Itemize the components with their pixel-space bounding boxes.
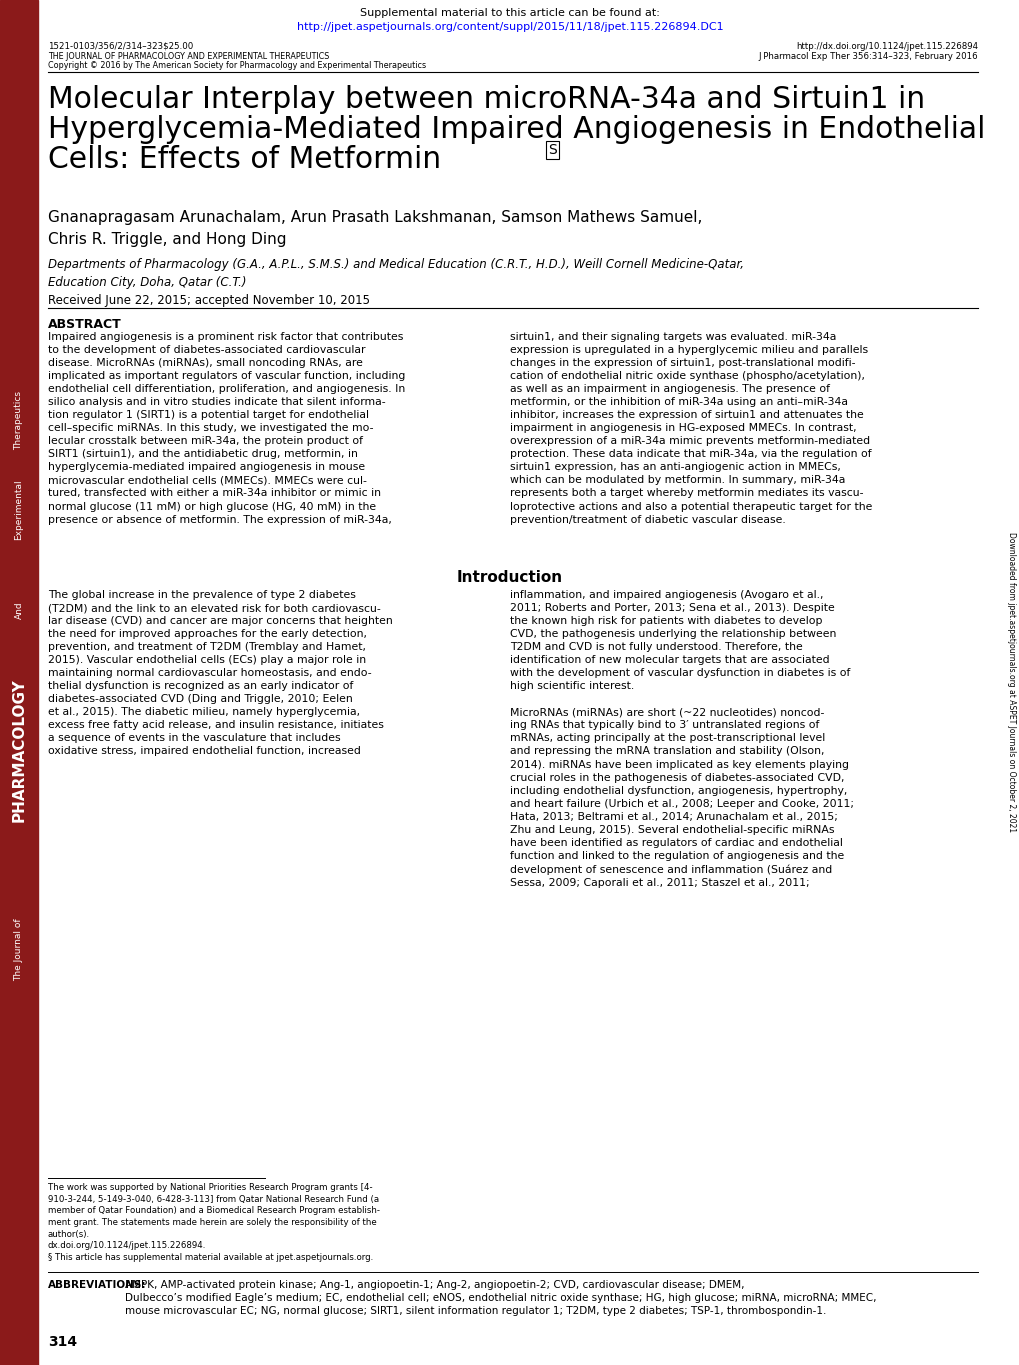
Text: Downloaded from jpet.aspetjournals.org at ASPET Journals on October 2, 2021: Downloaded from jpet.aspetjournals.org a… (1007, 532, 1016, 833)
Text: Copyright © 2016 by The American Society for Pharmacology and Experimental Thera: Copyright © 2016 by The American Society… (48, 61, 426, 70)
Text: The Journal of: The Journal of (14, 919, 23, 981)
Text: Cells: Effects of Metformin: Cells: Effects of Metformin (48, 145, 440, 173)
Text: Molecular Interplay between microRNA-34a and Sirtuin1 in: Molecular Interplay between microRNA-34a… (48, 85, 924, 115)
Text: And: And (14, 601, 23, 618)
Text: Supplemental material to this article can be found at:: Supplemental material to this article ca… (360, 8, 659, 18)
Text: 314: 314 (48, 1335, 77, 1349)
Text: inflammation, and impaired angiogenesis (Avogaro et al.,
2011; Roberts and Porte: inflammation, and impaired angiogenesis … (510, 590, 853, 887)
Text: Received June 22, 2015; accepted November 10, 2015: Received June 22, 2015; accepted Novembe… (48, 293, 370, 307)
Text: Introduction: Introduction (457, 571, 562, 586)
Text: Therapeutics: Therapeutics (14, 390, 23, 449)
Text: sirtuin1, and their signaling targets was evaluated. miR-34a
expression is upreg: sirtuin1, and their signaling targets wa… (510, 332, 871, 524)
Text: J Pharmacol Exp Ther 356:314–323, February 2016: J Pharmacol Exp Ther 356:314–323, Februa… (758, 52, 977, 61)
Text: The global increase in the prevalence of type 2 diabetes
(T2DM) and the link to : The global increase in the prevalence of… (48, 590, 392, 756)
Text: Departments of Pharmacology (G.A., A.P.L., S.M.S.) and Medical Education (C.R.T.: Departments of Pharmacology (G.A., A.P.L… (48, 258, 743, 289)
Text: Experimental: Experimental (14, 479, 23, 541)
Text: Hyperglycemia-Mediated Impaired Angiogenesis in Endothelial: Hyperglycemia-Mediated Impaired Angiogen… (48, 115, 984, 143)
Text: http://jpet.aspetjournals.org/content/suppl/2015/11/18/jpet.115.226894.DC1: http://jpet.aspetjournals.org/content/su… (297, 22, 722, 31)
Text: http://dx.doi.org/10.1124/jpet.115.226894: http://dx.doi.org/10.1124/jpet.115.22689… (795, 42, 977, 51)
Text: 1521-0103/356/2/314–323$25.00: 1521-0103/356/2/314–323$25.00 (48, 42, 193, 51)
Text: PHARMACOLOGY: PHARMACOLOGY (11, 678, 26, 822)
Text: Gnanapragasam Arunachalam, Arun Prasath Lakshmanan, Samson Mathews Samuel,
Chris: Gnanapragasam Arunachalam, Arun Prasath … (48, 210, 702, 247)
Text: S: S (547, 143, 556, 157)
Text: ABSTRACT: ABSTRACT (48, 318, 121, 330)
Text: THE JOURNAL OF PHARMACOLOGY AND EXPERIMENTAL THERAPEUTICS: THE JOURNAL OF PHARMACOLOGY AND EXPERIME… (48, 52, 329, 61)
Text: AMPK, AMP-activated protein kinase; Ang-1, angiopoetin-1; Ang-2, angiopoetin-2; : AMPK, AMP-activated protein kinase; Ang-… (125, 1280, 875, 1316)
Text: Impaired angiogenesis is a prominent risk factor that contributes
to the develop: Impaired angiogenesis is a prominent ris… (48, 332, 405, 524)
Bar (0, 0, 38, 1365)
Text: ABBREVIATIONS:: ABBREVIATIONS: (48, 1280, 147, 1290)
Text: The work was supported by National Priorities Research Program grants [4-
910-3-: The work was supported by National Prior… (48, 1183, 380, 1263)
